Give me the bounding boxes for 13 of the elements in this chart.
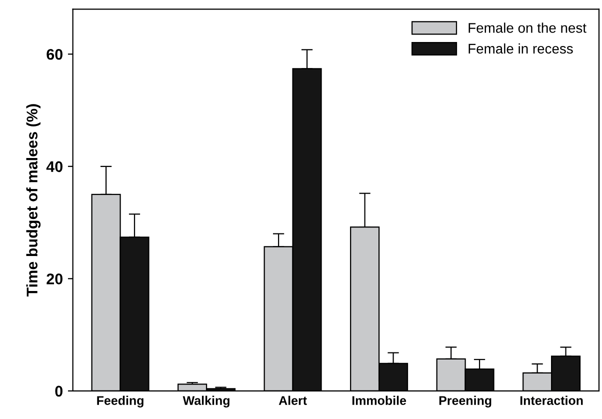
legend-label: Female on the nest xyxy=(468,22,586,33)
x-tick-label: Preening xyxy=(439,396,492,408)
x-tick-label: Feeding xyxy=(97,396,144,408)
y-tick-label: 60 xyxy=(46,48,62,60)
y-tick-label: 40 xyxy=(46,161,62,172)
y-axis-title: Time budget of malees (%) xyxy=(26,104,41,297)
x-tick-label: Walking xyxy=(182,396,230,408)
y-tick-label: 0 xyxy=(55,386,62,397)
x-tick-label: Alert xyxy=(278,396,307,405)
y-tick-label: 20 xyxy=(46,274,62,284)
x-tick-label: Immobile xyxy=(352,396,406,405)
x-tick-label: Interaction xyxy=(520,396,583,405)
legend-label: Female in recess xyxy=(468,43,573,54)
